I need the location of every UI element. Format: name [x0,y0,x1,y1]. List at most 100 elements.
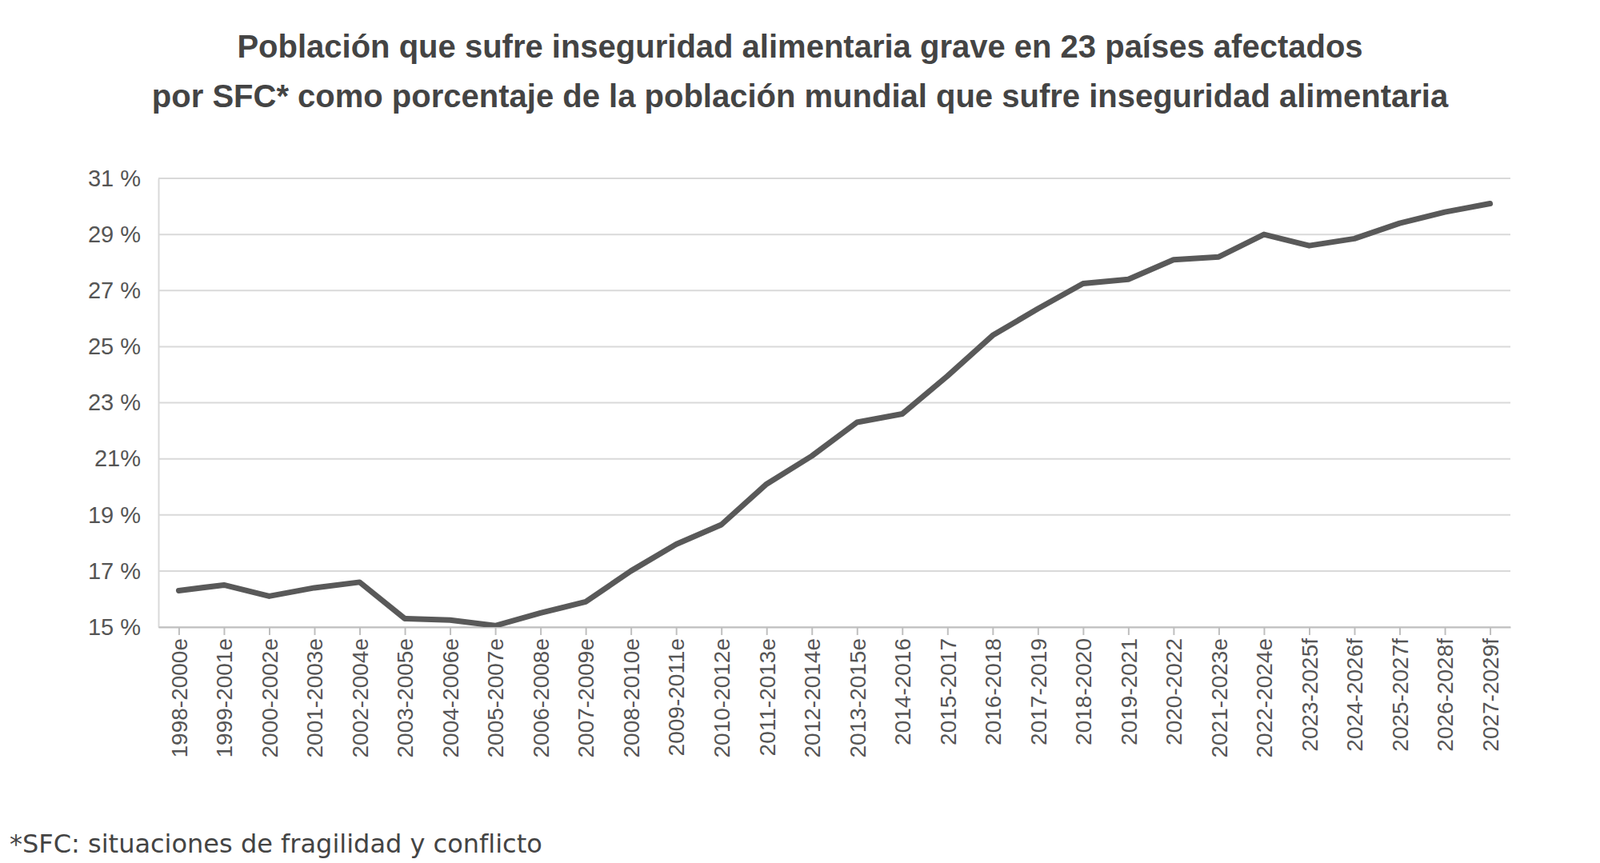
x-tick-mark [947,627,949,636]
x-tick: 2004-2006e [438,627,464,758]
x-tick-label: 2022-2024e [1252,638,1277,758]
x-tick: 1998-2000e [167,627,192,758]
title: Población que sufre inseguridad alimenta… [152,28,1449,114]
x-axis: 1998-2000e 1999-2001e 2000-2002e 2001-2003e… [159,627,1512,758]
x-tick-label: 1999-2001e [212,638,237,758]
y-tick-label: 17 % [88,558,141,584]
x-tick-mark [540,627,542,636]
x-tick-label: 2000-2002e [257,638,283,758]
y-axis: 15 %17 %19 %21%23 %25 %27 %29 %31 % [88,165,160,640]
y-tick: 19 % [88,502,159,528]
x-tick-mark [1172,627,1175,636]
y-tick: 21% [94,445,159,472]
grid-line [158,177,1511,180]
x-tick-mark [1082,627,1084,636]
x-tick-label: 2026-2028f [1432,638,1458,752]
plot-area [178,204,1490,627]
x-tick-label: 2007-2009e [573,638,599,758]
y-tick-label: 27 % [88,277,141,304]
x-tick: 2021-2023e [1207,627,1232,758]
x-tick: 2013-2015e [845,627,871,758]
x-tick-mark [359,627,361,636]
x-tick: 2020-2022 [1161,627,1187,746]
x-tick-mark [268,627,271,636]
x-tick: 2003-2005e [392,627,418,758]
x-tick-mark [1489,627,1492,636]
x-tick: 2024-2026f [1342,627,1368,752]
grid-line [158,233,1511,236]
x-tick: 2008-2010e [619,627,644,758]
x-tick-label: 2025-2027f [1388,638,1413,752]
x-tick: 2027-2029f [1478,627,1504,752]
x-tick: 2018-2020 [1071,627,1096,746]
x-tick-label: 2013-2015e [845,638,871,758]
y-tick-label: 23 % [88,389,141,416]
x-tick-mark [314,627,316,636]
x-tick: 2000-2002e [257,627,283,758]
x-tick: 2005-2007e [483,627,508,758]
x-tick: 2010-2012e [709,627,735,758]
x-tick: 2001-2003e [302,627,328,758]
x-tick-label: 2008-2010e [619,638,644,758]
x-axis-line [159,627,1512,629]
x-tick-mark [630,627,632,636]
y-tick: 29 % [88,221,159,248]
x-tick: 2014-2016 [890,627,916,746]
x-tick-mark [992,627,994,636]
x-tick: 2026-2028f [1432,627,1458,752]
y-axis-line [158,179,160,628]
x-tick-mark [676,627,678,636]
x-tick: 2022-2024e [1252,627,1277,758]
x-tick-label: 2011-2013e [755,638,780,756]
x-tick-label: 2003-2005e [392,638,418,758]
x-tick-mark [856,627,859,636]
x-tick: 2009-2011e [664,627,689,756]
x-tick: 2023-2025f [1297,627,1323,752]
x-tick-mark [1263,627,1265,636]
y-tick-label: 21% [94,445,141,472]
x-tick: 2017-2019 [1026,627,1052,746]
series-line [178,204,1490,627]
x-tick-mark [766,627,768,636]
x-tick-mark [1354,627,1356,636]
x-tick-label: 2020-2022 [1161,638,1187,746]
footnote: *SFC: situaciones de fragilidad y confli… [9,828,543,860]
x-tick-mark [223,627,225,636]
grid-line [158,458,1511,460]
title-line: por SFC* como porcentaje de la población… [152,78,1449,114]
x-tick-label: 2009-2011e [664,638,689,756]
y-tick-label: 25 % [88,333,141,360]
grid-line [158,570,1511,572]
x-tick-mark [178,627,180,636]
x-tick-mark [1037,627,1040,636]
x-tick: 2025-2027f [1388,627,1413,752]
x-tick: 2007-2009e [573,627,599,758]
x-tick-mark [1128,627,1130,636]
x-tick-mark [1308,627,1311,636]
x-tick: 2006-2008e [528,627,554,758]
x-tick: 2011-2013e [755,627,780,756]
x-tick-label: 2005-2007e [483,638,508,758]
x-tick-label: 2027-2029f [1478,638,1504,752]
x-tick-mark [1444,627,1447,636]
x-tick-label: 2023-2025f [1297,638,1323,752]
x-tick: 2015-2017 [936,627,961,746]
x-tick-label: 2016-2018 [980,638,1006,746]
x-tick-label: 2012-2014e [800,638,825,758]
x-tick-mark [811,627,813,636]
x-tick-mark [1399,627,1401,636]
y-tick: 15 % [88,614,159,640]
x-tick: 2002-2004e [348,627,373,758]
x-tick: 2019-2021 [1116,627,1142,746]
y-tick-label: 19 % [88,502,141,528]
y-tick-label: 15 % [88,614,141,640]
y-tick: 25 % [88,333,159,360]
grid-line [158,289,1511,292]
x-tick-label: 2010-2012e [709,638,735,758]
y-tick: 27 % [88,277,159,304]
x-tick-label: 2018-2020 [1071,638,1096,746]
x-tick-label: 2014-2016 [890,638,916,746]
y-tick: 23 % [88,389,159,416]
x-tick-mark [449,627,452,636]
x-tick-mark [495,627,497,636]
